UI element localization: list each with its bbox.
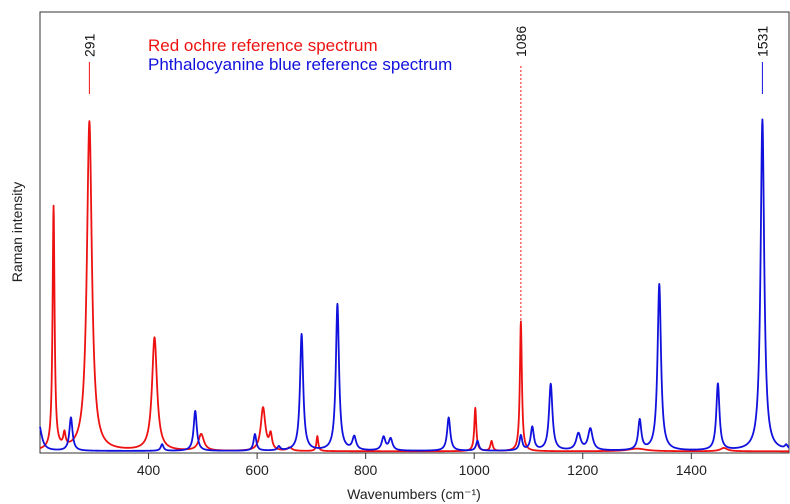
x-tick-label: 800 bbox=[354, 462, 378, 478]
x-tick-label: 600 bbox=[245, 462, 269, 478]
series-lines bbox=[39, 118, 790, 453]
x-tick-label: 1400 bbox=[676, 462, 707, 478]
peak-marker-label: 1531 bbox=[754, 26, 770, 57]
x-axis-ticks: 400 600 800 1000 1200 1400 bbox=[137, 453, 707, 478]
legend-entry-red-ochre: Red ochre reference spectrum bbox=[148, 36, 378, 55]
plot-frame bbox=[39, 11, 790, 454]
peak-markers: 291 1086 1531 bbox=[81, 26, 770, 324]
x-tick-label: 400 bbox=[137, 462, 161, 478]
legend-entry-phthalocyanine-blue: Phthalocyanine blue reference spectrum bbox=[148, 55, 452, 74]
x-tick-label: 1000 bbox=[459, 462, 490, 478]
red-ochre-series-line bbox=[39, 120, 790, 453]
peak-marker-label: 291 bbox=[81, 33, 97, 57]
x-tick-label: 1200 bbox=[567, 462, 598, 478]
peak-marker-label: 1086 bbox=[513, 26, 529, 57]
x-axis-label: Wavenumbers (cm⁻¹) bbox=[347, 486, 481, 502]
phthalocyanine-blue-series-line bbox=[39, 118, 790, 452]
y-axis-label: Raman intensity bbox=[9, 182, 25, 282]
